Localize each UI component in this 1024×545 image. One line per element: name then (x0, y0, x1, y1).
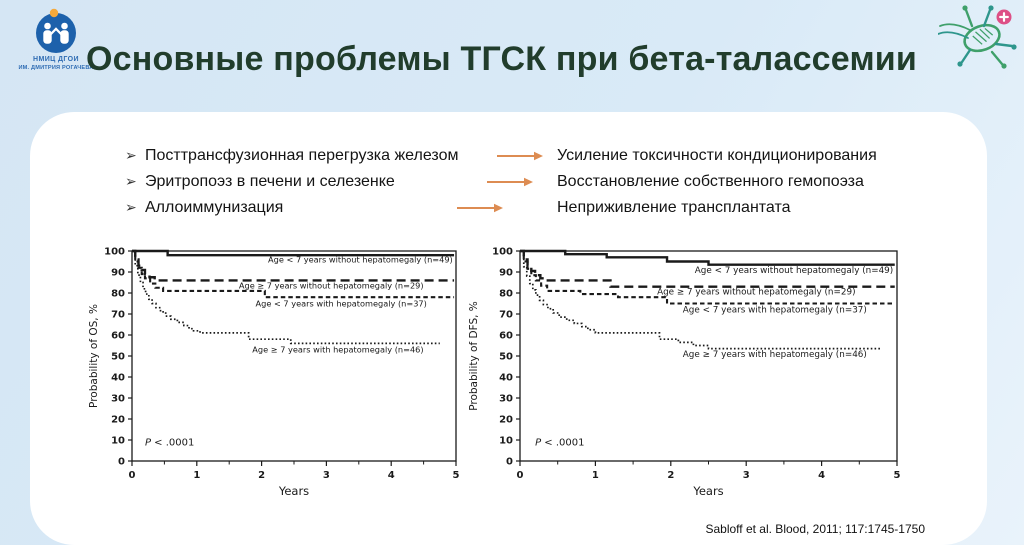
y-tick-label: 30 (499, 394, 513, 405)
series-label-2: Age ≥ 7 years without hepatomegaly (n=29… (657, 288, 855, 298)
x-tick-label: 5 (453, 470, 460, 481)
y-tick-label: 30 (111, 394, 125, 405)
y-tick-label: 60 (111, 331, 125, 342)
dfs-survival-chart: 0 10 20 30 40 50 60 70 80 90 100 0 1 2 3 4 5 Age < 7 year… (468, 247, 901, 499)
x-tick-label: 1 (193, 470, 200, 481)
bullet-marker-icon: ➢ (125, 147, 137, 163)
series-curve-4 (520, 250, 882, 350)
x-tick-label: 0 (517, 470, 524, 481)
arrow-right-icon (457, 203, 503, 213)
y-tick-label: 10 (499, 436, 513, 447)
bullet-cause-1: ➢ Посттрансфузионная перегрузка железом (125, 147, 458, 165)
y-axis-title: Probability of DFS, % (468, 301, 480, 411)
bullet-cause-3-label: Аллоиммунизация (145, 199, 284, 216)
series-label-2: Age ≥ 7 years without hepatomegaly (n=29… (239, 280, 424, 290)
p-value-annotation: P < .0001 (535, 437, 584, 448)
x-tick-label: 3 (323, 470, 330, 481)
series-curve-3 (132, 249, 455, 299)
y-tick-label: 70 (111, 310, 125, 321)
y-tick-label: 0 (118, 457, 125, 468)
series-label-4: Age ≥ 7 years with hepatomegaly (n=46) (683, 350, 867, 360)
clinic-logo: НМИЦ ДГОИ ИМ. ДМИТРИЯ РОГАЧЕВА (10, 8, 102, 72)
logo-text-line2: ИМ. ДМИТРИЯ РОГАЧЕВА (18, 64, 94, 71)
series-label-3: Age < 7 years with hepatomegaly (n=37) (683, 305, 867, 315)
y-tick-label: 60 (499, 331, 513, 342)
y-tick-label: 40 (111, 373, 125, 384)
series-curve-3 (520, 249, 895, 305)
bullet-effect-2: Восстановление собственного гемопоэза (557, 173, 864, 190)
x-tick-label: 4 (388, 470, 395, 481)
x-tick-label: 0 (129, 470, 136, 481)
y-tick-label: 0 (506, 457, 513, 468)
y-tick-label: 90 (499, 268, 513, 279)
cell-decoration-icon (938, 5, 1017, 69)
bullet-cause-2: ➢ Эритропоэз в печени и селезенке (125, 173, 395, 191)
series-curve-4 (132, 250, 440, 345)
x-tick-label: 4 (818, 470, 825, 481)
y-tick-label: 50 (499, 352, 513, 363)
x-tick-label: 2 (258, 470, 265, 481)
series-label-3: Age < 7 years with hepatomegaly (n=37) (256, 298, 427, 308)
y-tick-label: 90 (111, 268, 125, 279)
clinic-logo-text: НМИЦ ДГОИ ИМ. ДМИТРИЯ РОГАЧЕВА (10, 56, 102, 72)
os-survival-chart: 0 10 20 30 40 50 60 70 80 90 100 0 1 2 3 4 5 Age < 7 year… (88, 247, 460, 499)
series-curve-1 (132, 249, 455, 257)
y-tick-label: 40 (499, 373, 513, 384)
x-tick-label: 1 (592, 470, 599, 481)
bullet-cause-1-label: Посттрансфузионная перегрузка железом (145, 147, 459, 164)
arrow-right-icon (497, 151, 543, 161)
y-tick-label: 80 (111, 289, 125, 300)
bullet-marker-icon: ➢ (125, 199, 137, 215)
y-tick-label: 70 (499, 310, 513, 321)
slide-title: Основные проблемы ТГСК при бета-талассем… (86, 40, 918, 78)
series-curve-2 (132, 249, 455, 282)
series-label-4: Age ≥ 7 years with hepatomegaly (n=46) (252, 345, 423, 355)
y-tick-label: 100 (104, 247, 125, 258)
series-curve-1 (520, 249, 895, 266)
series-curve-2 (520, 249, 895, 288)
citation: Sabloff et al. Blood, 2011; 117:1745-175… (705, 522, 925, 536)
bullet-cause-3: ➢ Аллоиммунизация (125, 199, 283, 217)
y-tick-label: 50 (111, 352, 125, 363)
x-axis-title: Years (278, 484, 309, 498)
bullet-effect-1: Усиление токсичности кондиционирования (557, 147, 877, 164)
x-tick-label: 3 (743, 470, 750, 481)
y-tick-label: 80 (499, 289, 513, 300)
series-label-1: Age < 7 years without hepatomegaly (n=49… (268, 254, 453, 264)
y-tick-label: 20 (111, 415, 125, 426)
logo-text-line1: НМИЦ ДГОИ (33, 56, 79, 63)
bullet-cause-2-label: Эритропоэз в печени и селезенке (145, 173, 395, 190)
content-card: ➢ Посттрансфузионная перегрузка железом ➢… (30, 112, 987, 545)
x-axis-title: Years (692, 484, 723, 498)
y-tick-label: 100 (492, 247, 513, 258)
y-axis-title: Probability of OS, % (88, 304, 100, 408)
clinic-logo-icon (36, 8, 76, 53)
y-tick-label: 20 (499, 415, 513, 426)
series-label-1: Age < 7 years without hepatomegaly (n=49… (695, 266, 893, 276)
bullet-marker-icon: ➢ (125, 173, 137, 189)
x-tick-label: 5 (894, 470, 901, 481)
arrow-right-icon (487, 177, 533, 187)
x-tick-label: 2 (667, 470, 674, 481)
p-value-annotation: P < .0001 (145, 437, 194, 448)
bullet-effect-3: Неприживление трансплантата (557, 199, 791, 216)
y-tick-label: 10 (111, 436, 125, 447)
